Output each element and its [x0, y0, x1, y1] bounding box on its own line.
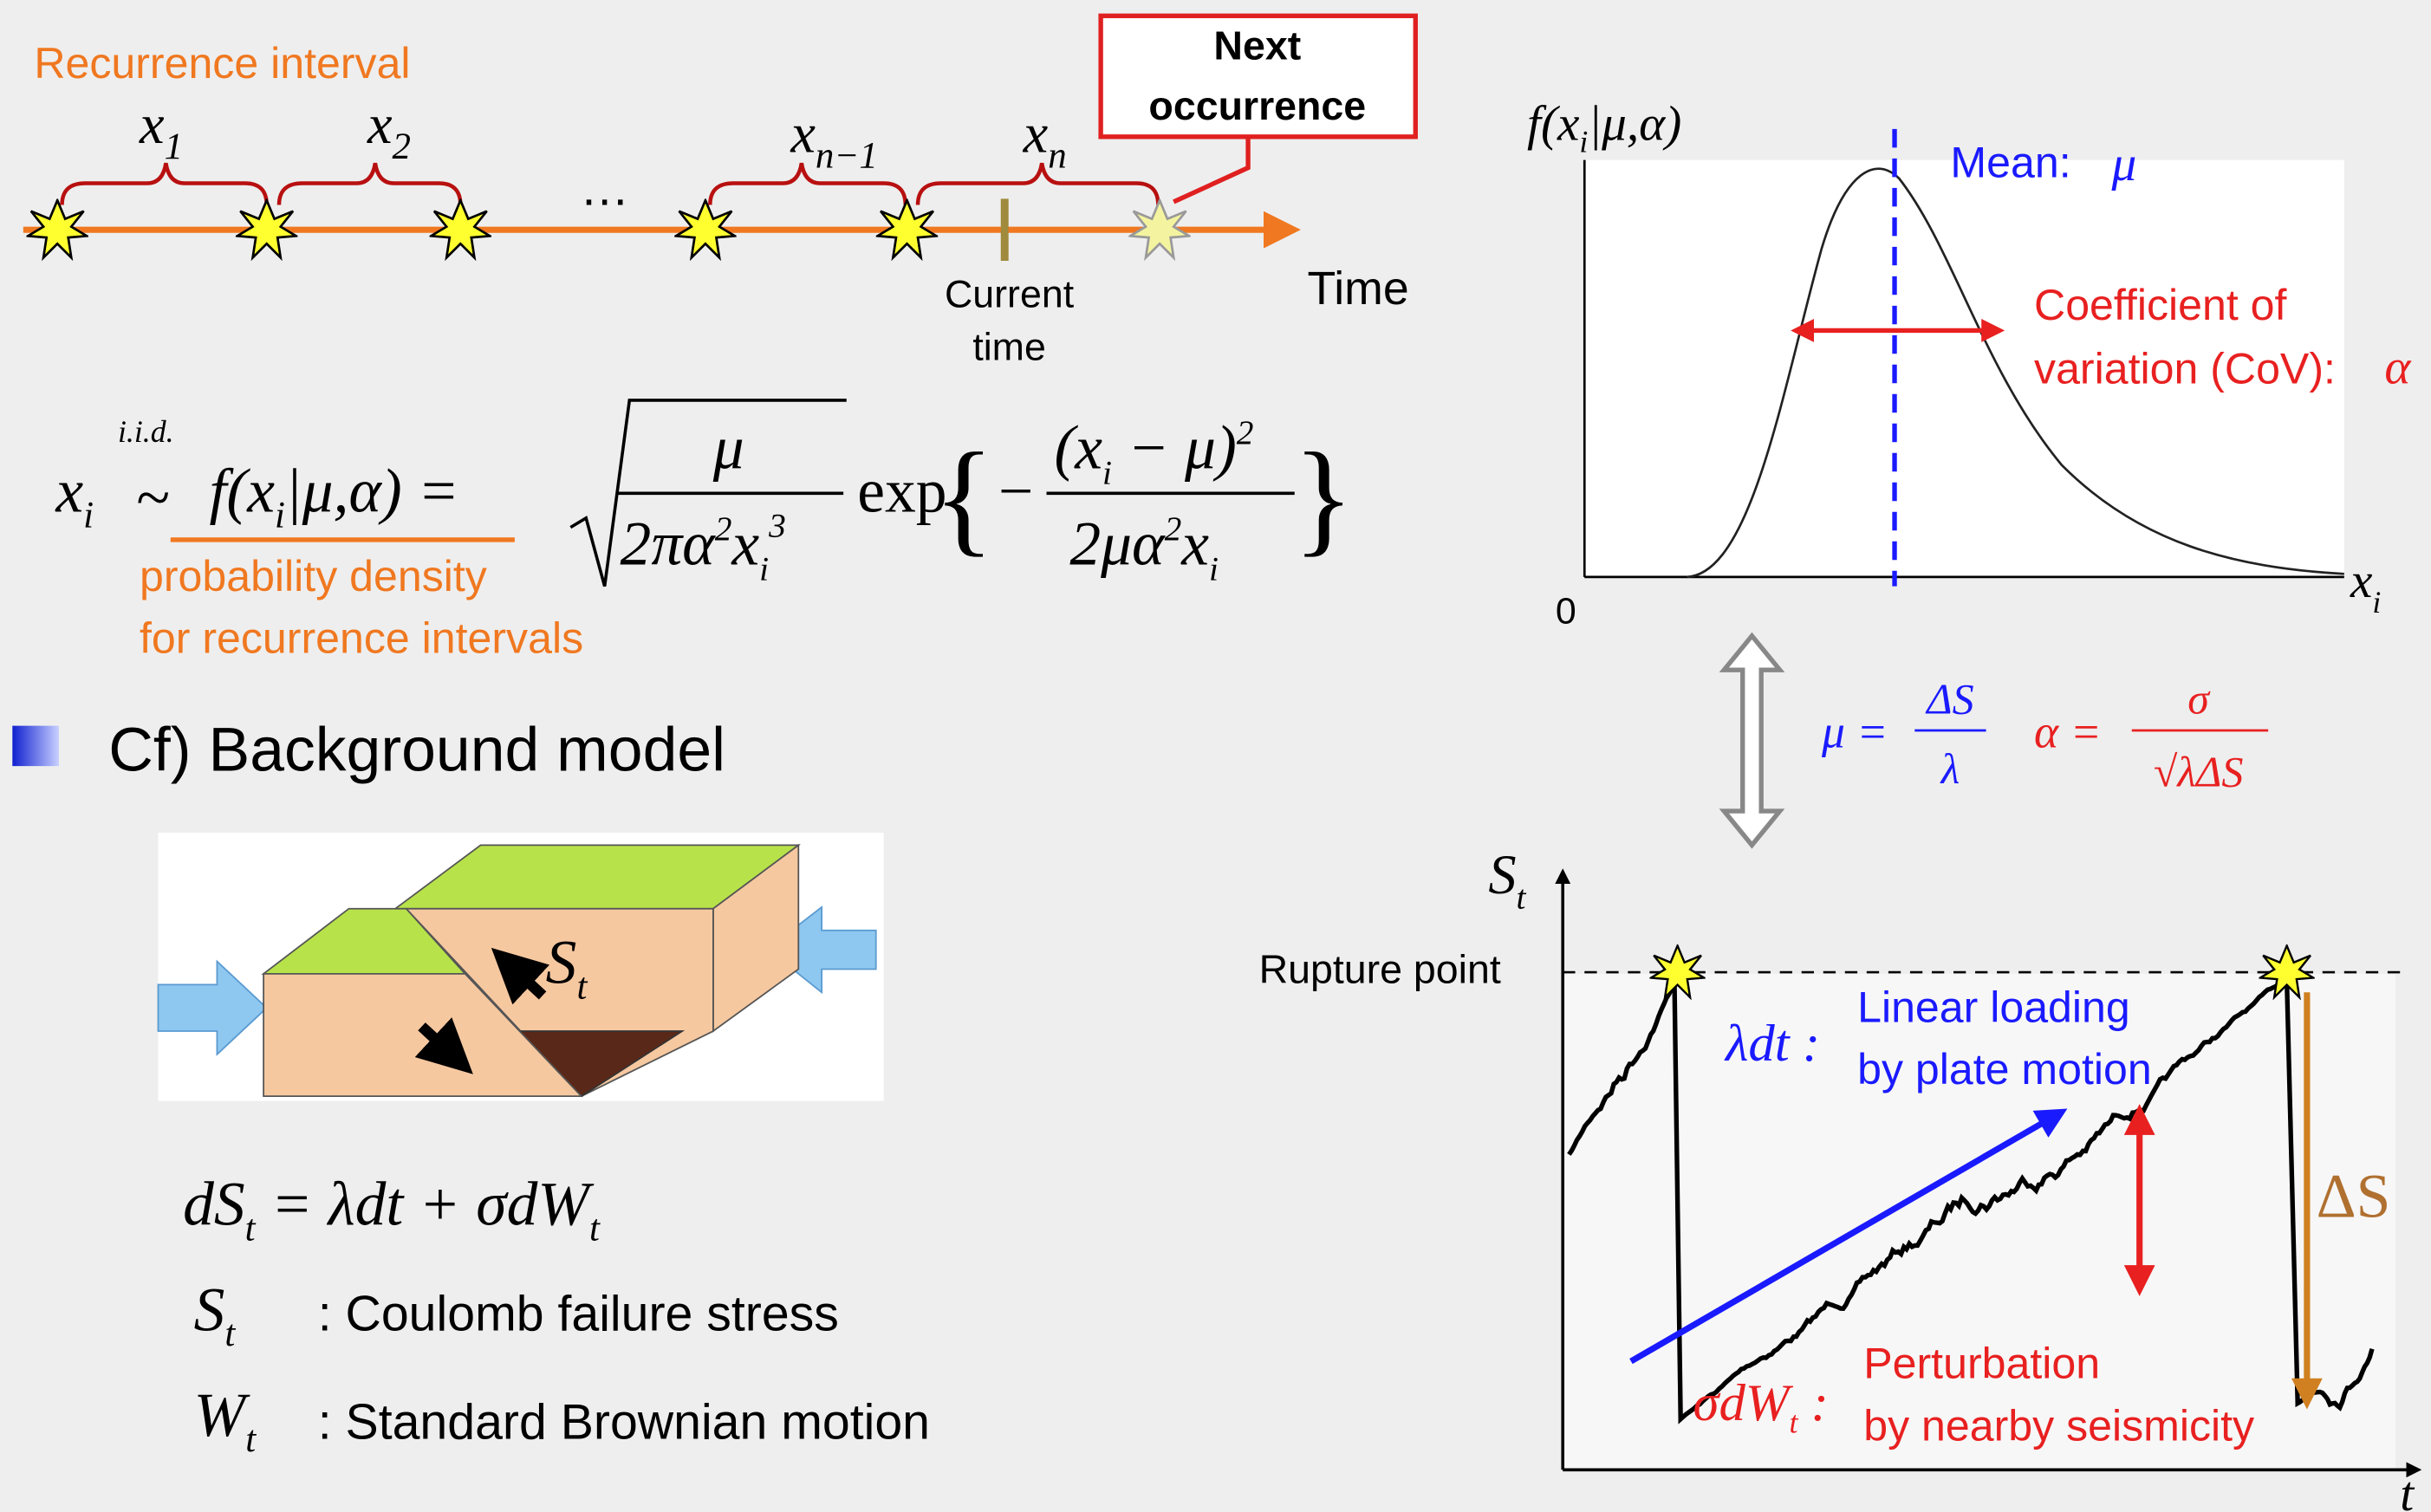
formula-term: −	[998, 457, 1033, 526]
var: = λdt + σdW	[256, 1171, 595, 1239]
bullet	[12, 726, 59, 767]
mean-label: Mean:	[1950, 138, 2070, 186]
var: σdW	[1693, 1374, 1793, 1432]
path-xlabel: t	[2400, 1467, 2415, 1512]
var: S	[546, 929, 577, 997]
var: x	[790, 103, 816, 165]
var: x	[367, 94, 393, 155]
noise-label: by nearby seismicity	[1863, 1401, 2254, 1450]
callout-text: Next	[1213, 23, 1301, 68]
var: :	[1797, 1374, 1828, 1432]
var: 2πα	[621, 510, 717, 579]
drift-symbol: λdt :	[1724, 1015, 1820, 1073]
var: f(x	[210, 457, 276, 526]
var: x	[55, 457, 83, 526]
formula-term: (xi − μ)2	[1054, 413, 1253, 492]
sub: i	[275, 496, 285, 536]
sup: 2	[1237, 413, 1254, 451]
current-time-label: time	[972, 326, 1045, 368]
formula-caption: probability density	[140, 552, 487, 600]
formula-term: μ	[712, 414, 744, 483]
sub: i	[83, 496, 94, 536]
sub: t	[224, 1314, 236, 1354]
sub: i	[1579, 125, 1588, 159]
slide: Recurrence interval x1 x2 xn−1 xn … Curr…	[0, 0, 2431, 1512]
sub: t	[245, 1419, 257, 1460]
relation-term: σ	[2187, 674, 2211, 723]
callout-text: occurrence	[1148, 83, 1366, 128]
drift-label: Linear loading	[1857, 983, 2130, 1031]
var: (x	[1054, 414, 1102, 483]
var: x	[2350, 554, 2372, 608]
var: f(x	[1527, 96, 1579, 151]
var: S	[194, 1275, 225, 1344]
pdf-origin: 0	[1556, 591, 1576, 633]
var: x	[1180, 510, 1209, 579]
formula-brace: }	[1293, 426, 1354, 568]
noise-symbol: σdWt :	[1693, 1374, 1828, 1439]
sub: i	[1209, 549, 1219, 587]
definition-text: : Standard Brownian motion	[318, 1395, 930, 1450]
sub: n	[1048, 136, 1066, 177]
fault-blocks	[158, 833, 883, 1100]
sup: 2	[715, 509, 732, 548]
current-time-label: Current	[945, 274, 1075, 316]
var: |μ,α)	[1588, 96, 1681, 151]
ellipsis: …	[580, 161, 629, 217]
formula-term: 2μα2xi	[1069, 509, 1219, 588]
var: x	[139, 94, 165, 155]
var: dS	[183, 1171, 245, 1239]
relation-alpha: α =	[2034, 706, 2102, 758]
sup: 2	[1165, 509, 1182, 548]
definition-text: : Coulomb failure stress	[318, 1286, 839, 1341]
formula-brace: {	[933, 426, 994, 568]
formula-caption: for recurrence intervals	[140, 614, 583, 663]
relation-term: ΔS	[1925, 674, 1973, 723]
formula-term: f(xi|μ,α) =	[210, 457, 459, 536]
relation-term: √λΔS	[2154, 747, 2244, 795]
mean-symbol: μ	[2110, 137, 2136, 191]
var: S	[1488, 844, 1516, 905]
cov-label: variation (CoV):	[2034, 344, 2336, 393]
rupture-label: Rupture point	[1259, 947, 1501, 992]
sub: 2	[393, 127, 411, 167]
relation-mu: μ =	[1821, 706, 1888, 758]
timeline-title: Recurrence interval	[34, 39, 410, 88]
cov-label: Coefficient of	[2034, 281, 2286, 329]
drift-label: by plate motion	[1857, 1045, 2152, 1093]
sub: t	[576, 966, 588, 1007]
var: W	[194, 1381, 251, 1450]
sub: i	[1102, 454, 1112, 492]
time-label: Time	[1307, 263, 1408, 315]
sub: n−1	[816, 136, 878, 177]
jump-label: ΔS	[2317, 1163, 2391, 1231]
cov-symbol: α	[2384, 340, 2411, 394]
var: x	[731, 510, 759, 579]
sub: i	[759, 549, 769, 587]
var: 2μα	[1069, 510, 1166, 579]
noise-label: Perturbation	[1863, 1340, 2100, 1388]
var: x	[1023, 103, 1049, 165]
formula-iid: i.i.d.	[118, 414, 174, 449]
var: |μ,α) =	[285, 457, 459, 526]
relation-term: λ	[1940, 744, 1960, 793]
sub: t	[1517, 879, 1527, 917]
pdf-ylabel: f(xi|μ,α)	[1527, 96, 1681, 159]
sub: 1	[165, 127, 183, 167]
var: − μ)	[1112, 414, 1237, 483]
section-heading: Cf) Background model	[108, 715, 725, 784]
sub: i	[2372, 585, 2381, 620]
formula-tilde: ~	[136, 464, 170, 532]
sup: 3	[768, 506, 786, 544]
sub: t	[589, 1209, 601, 1249]
